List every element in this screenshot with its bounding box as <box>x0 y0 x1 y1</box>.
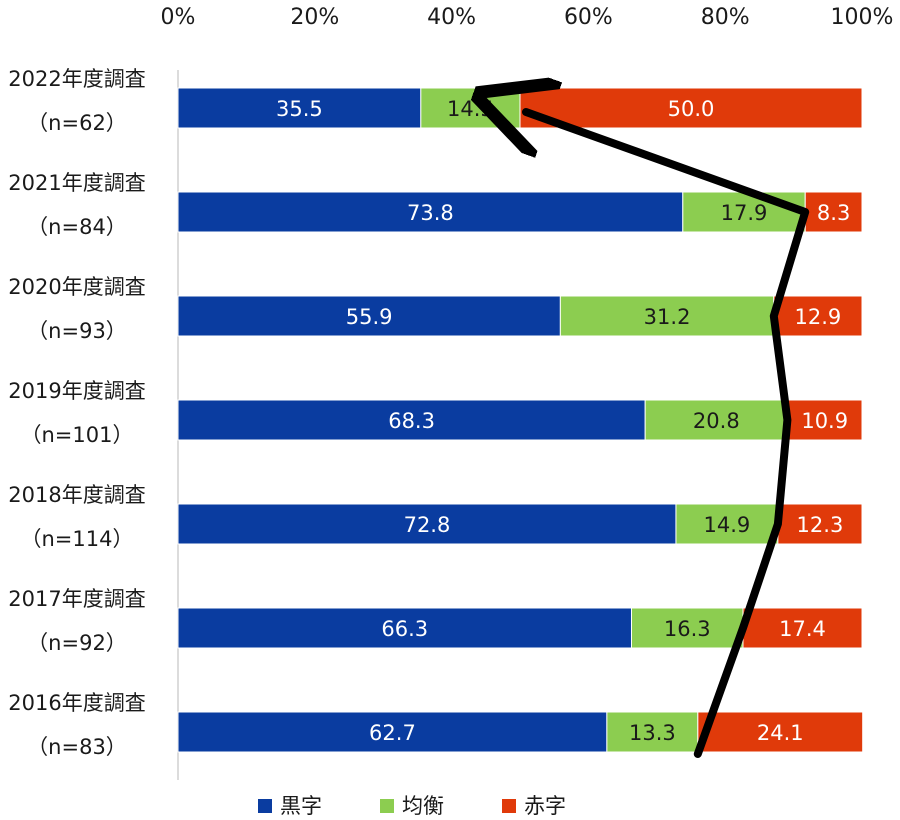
bar-value-label: 8.3 <box>817 201 850 225</box>
bar-value-label: 12.9 <box>794 305 841 329</box>
bar-value-label: 17.9 <box>721 201 768 225</box>
legend-label: 赤字 <box>524 794 566 818</box>
category-n-label: （n=101） <box>21 423 134 447</box>
bar-value-label: 24.1 <box>757 721 804 745</box>
bar-value-label: 10.9 <box>801 409 848 433</box>
bar-value-label: 35.5 <box>276 97 323 121</box>
bar-value-label: 72.8 <box>404 513 451 537</box>
bar-segment <box>177 503 677 545</box>
bar-value-label: 14.9 <box>704 513 751 537</box>
legend: 黒字 均衡 赤字 <box>258 794 566 818</box>
legend-label: 均衡 <box>402 794 444 818</box>
trend-arrow-annotation <box>526 112 810 758</box>
bar-value-label: 55.9 <box>346 305 393 329</box>
bar-segment <box>519 87 863 129</box>
bar-value-label: 14.5 <box>447 97 494 121</box>
bar-value-label: 13.3 <box>629 721 676 745</box>
x-tick-label: 60% <box>564 5 613 30</box>
bar-value-label: 16.3 <box>664 617 711 641</box>
category-year-label: 2017年度調査 <box>8 587 145 611</box>
category-year-label: 2022年度調査 <box>8 67 145 91</box>
bar-value-label: 20.8 <box>693 409 740 433</box>
x-tick-label: 40% <box>427 5 476 30</box>
bar-value-label: 62.7 <box>369 721 416 745</box>
bar-segment <box>177 711 608 753</box>
category-n-label: （n=92） <box>27 631 127 655</box>
bar-segment <box>606 711 699 753</box>
bar-segment <box>697 711 864 753</box>
legend-label: 黒字 <box>280 794 322 818</box>
bar-value-label: 12.3 <box>797 513 844 537</box>
legend-swatch <box>502 799 516 813</box>
bar-segment <box>675 503 779 545</box>
bar-segment <box>644 399 788 441</box>
category-year-label: 2016年度調査 <box>8 691 145 715</box>
category-year-label: 2019年度調査 <box>8 379 145 403</box>
bar-segment <box>786 399 863 441</box>
bar-segment <box>177 399 646 441</box>
bar-segment <box>742 607 863 649</box>
bar-segment <box>804 191 863 233</box>
category-year-label: 2018年度調査 <box>8 483 145 507</box>
category-year-label: 2020年度調査 <box>8 275 145 299</box>
x-axis-tick-labels: 0% 20% 40% 60% 80% 100% <box>161 5 894 30</box>
bar-value-label: 17.4 <box>779 617 826 641</box>
bar-value-label: 50.0 <box>668 97 715 121</box>
bar-value-label: 68.3 <box>388 409 435 433</box>
category-n-label: （n=62） <box>27 111 127 135</box>
bar-value-label: 73.8 <box>407 201 454 225</box>
bar-segment <box>177 607 632 649</box>
x-tick-label: 100% <box>831 5 894 30</box>
legend-swatch <box>380 799 394 813</box>
trend-arrow <box>526 112 810 758</box>
category-year-label: 2021年度調査 <box>8 171 145 195</box>
category-n-label: （n=83） <box>27 735 127 759</box>
category-n-label: （n=93） <box>27 319 127 343</box>
category-n-label: （n=84） <box>27 215 127 239</box>
legend-swatch <box>258 799 272 813</box>
bars-group: 35.5 14.5 50.0 73.8 17.9 8.3 55.9 31.2 12.9 68.3 2… <box>177 87 864 753</box>
bar-segment <box>630 607 744 649</box>
x-tick-label: 20% <box>290 5 339 30</box>
bar-value-label: 31.2 <box>644 305 691 329</box>
category-labels: 2022年度調査 （n=62） 2021年度調査 （n=84） 2020年度調査 （n=9… <box>8 67 145 759</box>
bar-value-label: 66.3 <box>381 617 428 641</box>
category-n-label: （n=114） <box>21 527 134 551</box>
x-tick-label: 80% <box>701 5 750 30</box>
x-tick-label: 0% <box>161 5 196 30</box>
